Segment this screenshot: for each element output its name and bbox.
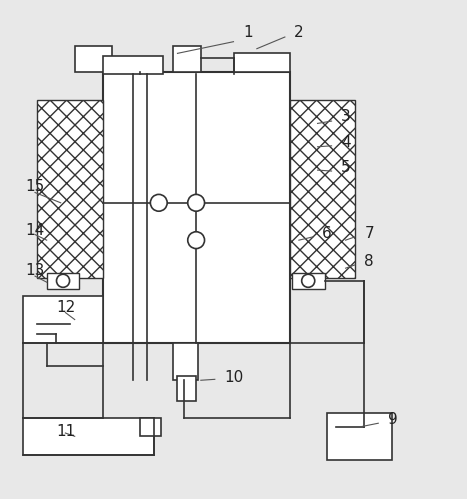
Bar — [75, 46, 112, 72]
Text: 1: 1 — [243, 25, 253, 40]
Bar — [103, 72, 290, 343]
Text: 4: 4 — [341, 135, 351, 150]
Text: 12: 12 — [56, 300, 75, 315]
Bar — [327, 413, 392, 460]
Bar — [177, 376, 196, 401]
Bar — [103, 56, 163, 74]
Text: 5: 5 — [341, 160, 351, 175]
Text: 3: 3 — [341, 109, 351, 124]
Text: 2: 2 — [294, 25, 304, 40]
Text: 7: 7 — [364, 226, 374, 241]
Circle shape — [302, 274, 315, 287]
Circle shape — [188, 195, 205, 211]
Bar — [140, 418, 161, 436]
Text: 8: 8 — [364, 253, 374, 268]
Text: 11: 11 — [56, 424, 75, 439]
Text: 13: 13 — [26, 263, 45, 278]
Bar — [37, 100, 103, 277]
Bar — [234, 53, 290, 72]
Text: 14: 14 — [26, 224, 45, 239]
Bar — [173, 343, 198, 380]
Text: 10: 10 — [224, 370, 243, 385]
Bar — [290, 100, 355, 277]
Bar — [173, 46, 201, 72]
Bar — [47, 273, 79, 289]
Bar — [292, 273, 325, 289]
Bar — [23, 296, 103, 343]
Circle shape — [188, 232, 205, 249]
Circle shape — [57, 274, 70, 287]
Text: 15: 15 — [26, 179, 45, 194]
Bar — [23, 418, 154, 455]
Text: 9: 9 — [388, 413, 397, 428]
Text: 6: 6 — [322, 226, 332, 241]
Circle shape — [150, 195, 167, 211]
